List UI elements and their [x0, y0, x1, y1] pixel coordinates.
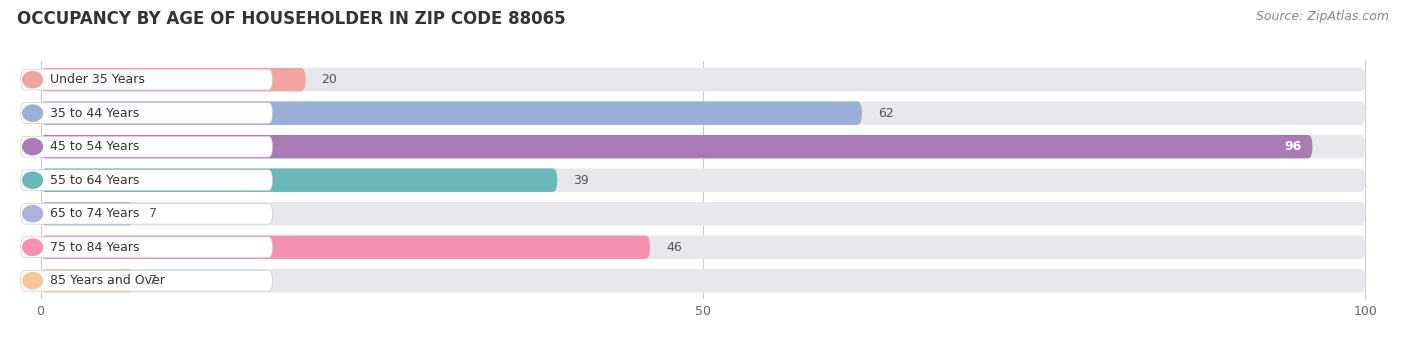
FancyBboxPatch shape [21, 203, 273, 224]
FancyBboxPatch shape [41, 269, 1365, 292]
Text: 75 to 84 Years: 75 to 84 Years [49, 241, 139, 254]
Text: 35 to 44 Years: 35 to 44 Years [49, 107, 139, 120]
FancyBboxPatch shape [41, 101, 1365, 125]
Text: 7: 7 [149, 207, 157, 220]
Text: 46: 46 [666, 241, 682, 254]
Text: 39: 39 [574, 174, 589, 187]
Text: 55 to 64 Years: 55 to 64 Years [49, 174, 139, 187]
FancyBboxPatch shape [41, 202, 134, 225]
Text: 62: 62 [877, 107, 894, 120]
FancyBboxPatch shape [41, 168, 557, 192]
FancyBboxPatch shape [21, 170, 273, 191]
FancyBboxPatch shape [41, 68, 1365, 91]
Text: 65 to 74 Years: 65 to 74 Years [49, 207, 139, 220]
Text: Under 35 Years: Under 35 Years [49, 73, 145, 86]
Text: OCCUPANCY BY AGE OF HOUSEHOLDER IN ZIP CODE 88065: OCCUPANCY BY AGE OF HOUSEHOLDER IN ZIP C… [17, 10, 565, 28]
FancyBboxPatch shape [41, 101, 862, 125]
FancyBboxPatch shape [41, 269, 134, 292]
Ellipse shape [22, 205, 44, 222]
FancyBboxPatch shape [21, 103, 273, 123]
Text: Source: ZipAtlas.com: Source: ZipAtlas.com [1256, 10, 1389, 23]
Text: 85 Years and Over: 85 Years and Over [49, 274, 165, 287]
Ellipse shape [22, 104, 44, 122]
FancyBboxPatch shape [41, 236, 1365, 259]
Ellipse shape [22, 272, 44, 290]
Text: 7: 7 [149, 274, 157, 287]
FancyBboxPatch shape [21, 237, 273, 258]
Text: 45 to 54 Years: 45 to 54 Years [49, 140, 139, 153]
FancyBboxPatch shape [41, 202, 1365, 225]
FancyBboxPatch shape [41, 168, 1365, 192]
Text: 96: 96 [1285, 140, 1302, 153]
FancyBboxPatch shape [41, 236, 650, 259]
FancyBboxPatch shape [21, 270, 273, 291]
FancyBboxPatch shape [41, 135, 1312, 158]
Ellipse shape [22, 138, 44, 155]
Ellipse shape [22, 171, 44, 189]
FancyBboxPatch shape [21, 69, 273, 90]
Text: 20: 20 [322, 73, 337, 86]
Ellipse shape [22, 238, 44, 256]
Ellipse shape [22, 71, 44, 88]
FancyBboxPatch shape [41, 135, 1365, 158]
FancyBboxPatch shape [21, 136, 273, 157]
FancyBboxPatch shape [41, 68, 305, 91]
